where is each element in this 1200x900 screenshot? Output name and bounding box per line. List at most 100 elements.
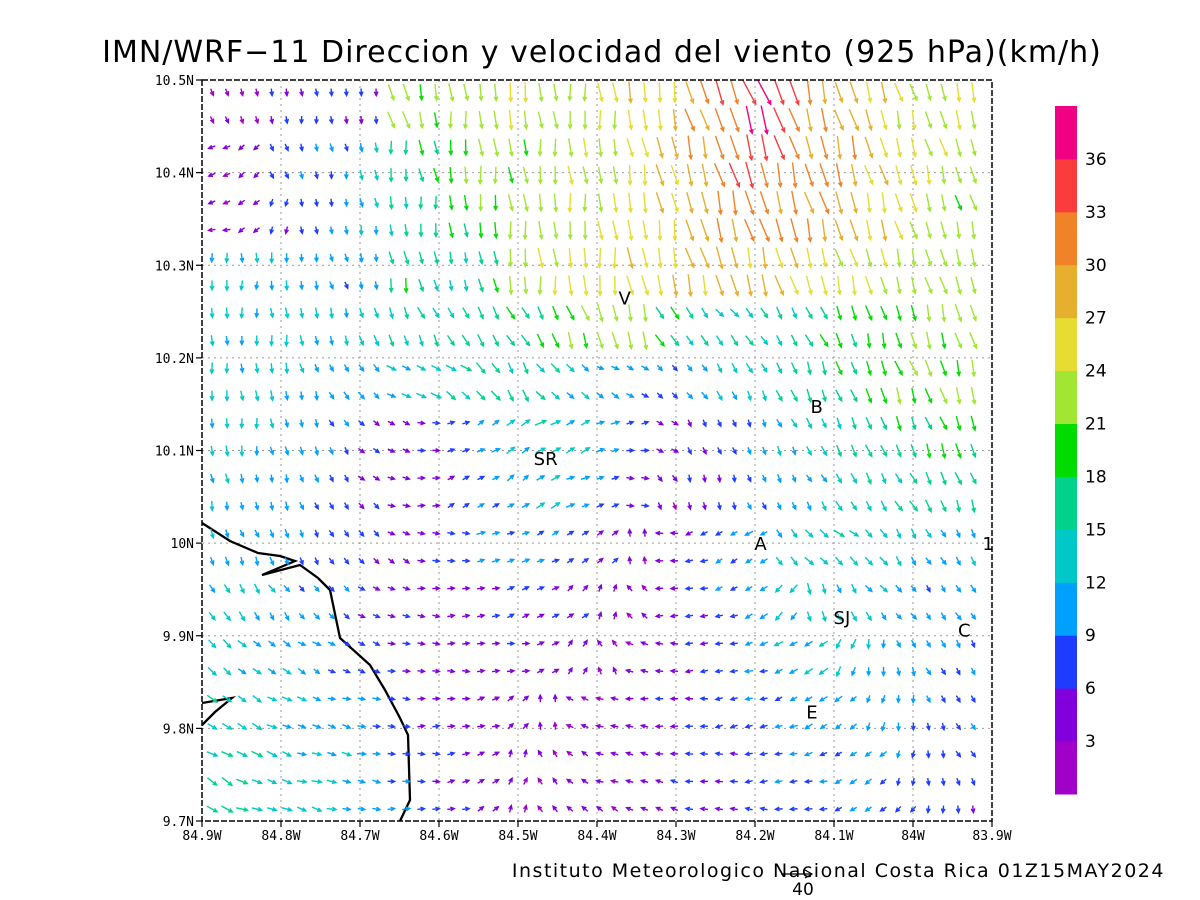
- wind-arrow: [819, 557, 829, 565]
- wind-arrow: [744, 558, 753, 564]
- wind-arrow: [284, 391, 290, 402]
- wind-arrow: [669, 779, 679, 784]
- wind-arrow: [402, 751, 412, 757]
- wind-arrow: [536, 586, 546, 591]
- wind-arrow: [657, 502, 662, 511]
- wind-arrow: [609, 779, 619, 784]
- wind-arrow: [461, 391, 471, 400]
- wind-arrow: [567, 111, 573, 130]
- wind-arrow: [911, 387, 917, 405]
- wind-arrow: [431, 364, 442, 371]
- wind-arrow: [251, 778, 263, 785]
- wind-arrow: [403, 335, 409, 347]
- wind-arrow: [910, 722, 916, 732]
- wind-arrow: [896, 110, 902, 131]
- wind-arrow: [955, 777, 961, 787]
- wind-arrow: [896, 777, 901, 787]
- wind-arrow: [654, 585, 664, 591]
- wind-arrow: [343, 116, 349, 125]
- wind-arrow: [774, 723, 783, 729]
- wind-arrow: [314, 307, 320, 320]
- wind-arrow: [284, 474, 290, 484]
- wind-arrow: [447, 585, 456, 591]
- wind-arrow: [387, 723, 397, 729]
- wind-arrow: [522, 193, 529, 213]
- wind-arrow: [971, 499, 977, 514]
- wind-arrow: [343, 143, 349, 153]
- wind-arrow: [774, 611, 783, 622]
- wind-arrow: [492, 278, 499, 294]
- wind-arrow: [567, 83, 573, 102]
- wind-arrow: [896, 387, 902, 405]
- wind-arrow: [731, 218, 739, 243]
- wind-arrow: [581, 364, 590, 372]
- wind-arrow: [864, 556, 874, 566]
- wind-arrow: [597, 303, 604, 323]
- wind-arrow: [818, 191, 830, 215]
- wind-arrow: [417, 475, 427, 481]
- wind-arrow: [596, 503, 605, 508]
- wind-arrow: [552, 275, 558, 296]
- wind-arrow: [821, 583, 827, 595]
- wind-arrow: [417, 668, 427, 674]
- wind-arrow: [282, 667, 292, 675]
- wind-arrow: [343, 419, 350, 427]
- wind-arrow: [715, 274, 724, 297]
- wind-arrow: [284, 611, 290, 622]
- wind-arrow: [684, 558, 694, 564]
- wind-arrow: [328, 171, 334, 180]
- wind-arrow: [612, 166, 619, 185]
- wind-arrow: [655, 306, 665, 320]
- wind-arrow: [716, 390, 723, 402]
- wind-arrow: [251, 750, 264, 758]
- wind-arrow: [462, 448, 471, 453]
- wind-arrow: [314, 529, 319, 539]
- wind-arrow: [328, 529, 335, 538]
- wind-arrow: [565, 447, 576, 454]
- wind-arrow: [299, 253, 304, 263]
- wind-arrow: [956, 529, 961, 539]
- wind-arrow: [313, 612, 321, 620]
- wind-arrow: [239, 363, 245, 374]
- wind-arrow: [328, 391, 335, 400]
- wind-arrow: [654, 530, 664, 536]
- wind-arrow: [908, 360, 918, 377]
- wind-arrow: [805, 275, 813, 296]
- wind-arrow: [522, 748, 528, 758]
- wind-arrow: [252, 144, 260, 151]
- wind-arrow: [448, 166, 454, 185]
- wind-arrow: [269, 501, 275, 512]
- wind-arrow: [537, 804, 544, 813]
- wind-arrow: [686, 163, 694, 187]
- city-label: E: [806, 703, 817, 724]
- wind-arrow: [642, 109, 649, 132]
- wind-arrow: [759, 558, 768, 564]
- wind-arrow: [598, 138, 604, 158]
- wind-arrow: [715, 308, 725, 318]
- wind-arrow: [447, 751, 456, 757]
- x-tick-label: 84.8W: [261, 829, 300, 844]
- wind-arrow: [702, 274, 708, 297]
- wind-arrow: [432, 641, 441, 646]
- wind-arrow: [537, 306, 544, 321]
- wind-arrow: [730, 80, 740, 106]
- wind-arrow: [669, 585, 679, 591]
- wind-arrow: [791, 474, 797, 483]
- wind-arrow: [314, 502, 319, 511]
- wind-arrow: [850, 333, 858, 348]
- wind-arrow: [372, 475, 381, 481]
- wind-arrow: [759, 751, 768, 757]
- wind-arrow: [896, 667, 901, 677]
- wind-arrow: [744, 806, 753, 812]
- wind-arrow: [433, 140, 439, 156]
- wind-arrow: [402, 668, 412, 674]
- wind-arrow: [685, 219, 695, 242]
- wind-arrow: [895, 137, 902, 158]
- wind-arrow: [358, 253, 364, 264]
- wind-arrow: [611, 639, 618, 647]
- wind-arrow: [670, 334, 680, 347]
- wind-arrow: [478, 83, 484, 102]
- wind-arrow: [357, 447, 366, 454]
- wind-arrow: [776, 502, 782, 511]
- wind-arrow: [699, 247, 710, 269]
